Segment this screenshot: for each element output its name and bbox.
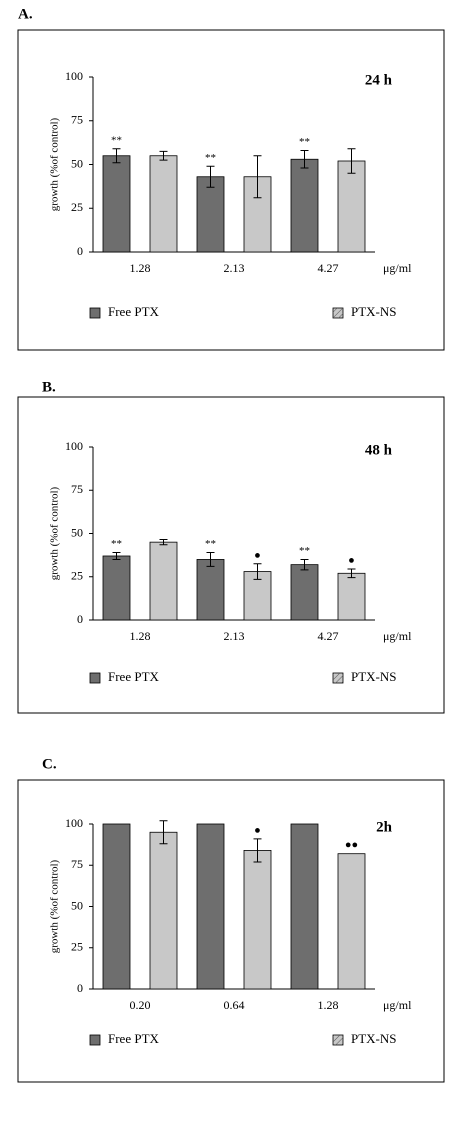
bar (102, 823, 131, 990)
y-tick-label: 25 (71, 569, 83, 583)
time-label: 24 h (365, 72, 393, 88)
panel-label: B. (42, 379, 56, 395)
bar (149, 541, 178, 621)
error-bar (347, 148, 356, 174)
bar (196, 823, 225, 990)
error-bar (159, 539, 168, 546)
x-unit: μg/ml (383, 629, 412, 643)
x-tick-label: 0.64 (224, 998, 245, 1012)
x-tick-label: 2.13 (224, 629, 245, 643)
bar (243, 176, 272, 253)
error-bar (300, 150, 309, 169)
legend-swatch (89, 672, 101, 684)
y-tick-label: 100 (65, 816, 83, 830)
significance-mark: ** (111, 134, 122, 146)
significance-mark: ● (254, 549, 261, 561)
error-bar (206, 552, 215, 567)
significance-mark: ● (254, 824, 261, 836)
x-tick-label: 4.27 (318, 629, 339, 643)
legend-label: Free PTX (108, 669, 160, 684)
legend-swatch (89, 307, 101, 319)
bar (290, 564, 319, 621)
y-tick-label: 50 (71, 156, 83, 170)
panel-label: C. (42, 756, 57, 772)
legend-label: Free PTX (108, 1031, 160, 1046)
bar (149, 831, 178, 990)
y-tick-label: 0 (77, 244, 83, 258)
error-bar (159, 820, 168, 845)
error-bar (159, 150, 168, 161)
panel-frame (17, 29, 445, 351)
y-tick-label: 25 (71, 940, 83, 954)
error-bar (253, 155, 262, 199)
legend-label: PTX-NS (351, 1031, 397, 1046)
legend-swatch (89, 1034, 101, 1046)
bar (102, 155, 131, 253)
x-unit: μg/ml (383, 998, 412, 1012)
error-bar (112, 148, 121, 164)
y-axis-title: growth (%of control) (49, 486, 61, 580)
y-tick-label: 75 (71, 482, 83, 496)
y-axis-title: growth (%of control) (49, 859, 61, 953)
y-tick-label: 25 (71, 200, 83, 214)
error-bar (112, 552, 121, 560)
x-tick-label: 2.13 (224, 261, 245, 275)
significance-mark: ●● (345, 839, 358, 851)
legend-hatch (333, 1035, 343, 1045)
bar (337, 853, 366, 990)
time-label: 48 h (365, 442, 393, 458)
x-tick-label: 4.27 (318, 261, 339, 275)
bar (243, 850, 272, 990)
legend-label: Free PTX (108, 304, 160, 319)
x-unit: μg/ml (383, 261, 412, 275)
legend-hatch (333, 673, 343, 683)
bar (102, 555, 131, 621)
y-axis-title: growth (%of control) (49, 117, 61, 211)
error-bar (300, 558, 309, 571)
panel-label: A. (18, 6, 33, 22)
x-tick-label: 1.28 (318, 998, 339, 1012)
y-tick-label: 50 (71, 525, 83, 539)
significance-mark: ** (299, 136, 310, 148)
bar (337, 572, 366, 621)
bar (149, 155, 178, 253)
significance-mark: ** (299, 545, 310, 557)
error-bar (253, 563, 262, 580)
time-label: 2h (376, 819, 393, 835)
y-tick-label: 100 (65, 69, 83, 83)
y-tick-label: 0 (77, 612, 83, 626)
bar (290, 158, 319, 253)
significance-mark: ● (348, 554, 355, 566)
bar (290, 823, 319, 990)
x-tick-label: 1.28 (130, 629, 151, 643)
significance-mark: ** (205, 538, 216, 550)
bar (196, 559, 225, 621)
significance-mark: ** (205, 152, 216, 164)
y-tick-label: 50 (71, 898, 83, 912)
y-tick-label: 100 (65, 439, 83, 453)
legend-hatch (333, 308, 343, 318)
legend-label: PTX-NS (351, 304, 397, 319)
panel-frame (17, 396, 445, 714)
panel-frame (17, 779, 445, 1083)
x-tick-label: 1.28 (130, 261, 151, 275)
bar (196, 176, 225, 253)
y-tick-label: 0 (77, 981, 83, 995)
error-bar (253, 838, 262, 863)
error-bar (347, 568, 356, 579)
error-bar (206, 165, 215, 188)
y-tick-label: 75 (71, 857, 83, 871)
legend-label: PTX-NS (351, 669, 397, 684)
bar (337, 160, 366, 253)
y-tick-label: 75 (71, 113, 83, 127)
significance-mark: ** (111, 538, 122, 550)
x-tick-label: 0.20 (130, 998, 151, 1012)
